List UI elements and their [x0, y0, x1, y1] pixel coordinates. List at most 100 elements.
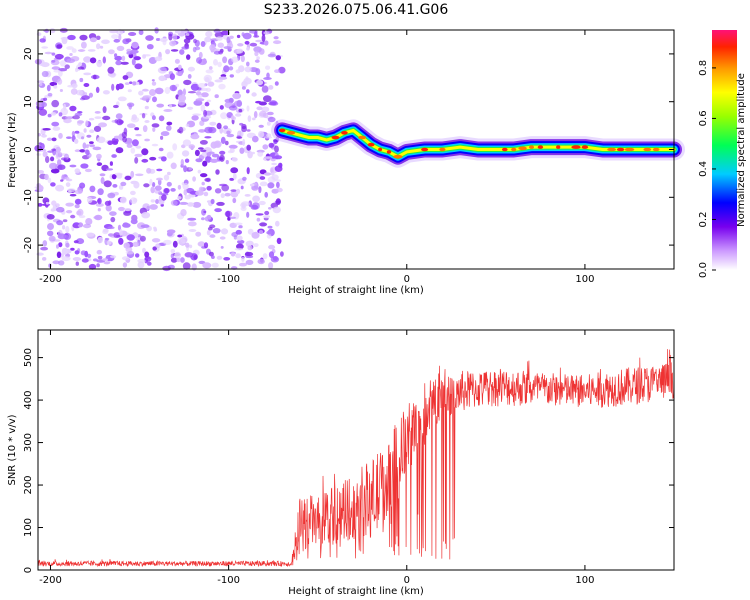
noise-blob [242, 138, 246, 147]
noise-blob [223, 65, 230, 73]
noise-blob [61, 256, 71, 262]
noise-blob [189, 244, 193, 249]
noise-blob [160, 156, 167, 162]
noise-blob [135, 173, 144, 177]
noise-blob [246, 105, 250, 112]
noise-blob [209, 234, 216, 238]
y-tick-label: 200 [23, 475, 34, 494]
noise-blob [157, 179, 162, 186]
noise-blob [56, 220, 64, 226]
spectrogram-noise-region [34, 27, 286, 272]
noise-blob [62, 225, 66, 230]
noise-blob [247, 228, 254, 235]
noise-blob [258, 124, 264, 128]
noise-blob [225, 160, 229, 165]
noise-blob [150, 186, 155, 194]
noise-blob [96, 60, 103, 68]
noise-blob [242, 176, 247, 181]
colorbar-ticks: 0.0 0.2 0.4 0.6 0.8 [698, 60, 716, 278]
noise-blob [92, 146, 102, 151]
noise-blob [256, 106, 263, 111]
noise-blob [129, 81, 133, 84]
noise-blob [118, 184, 124, 190]
noise-blob [230, 189, 237, 192]
noise-blob [223, 125, 229, 130]
noise-blob [223, 46, 232, 50]
noise-blob [70, 214, 76, 219]
noise-blob [232, 197, 237, 204]
noise-blob [151, 79, 155, 82]
noise-blob [102, 106, 107, 114]
noise-blob [195, 158, 203, 163]
noise-blob [57, 159, 62, 166]
noise-blob [74, 149, 81, 153]
noise-blob [56, 44, 63, 49]
noise-blob [88, 92, 93, 98]
noise-blob [137, 261, 145, 269]
noise-blob [179, 201, 189, 205]
noise-blob [164, 86, 171, 95]
noise-blob [151, 123, 160, 128]
x-tick-label: 100 [575, 274, 594, 285]
noise-blob [83, 128, 87, 133]
noise-blob [72, 257, 82, 261]
colorbar-tick-label: 0.6 [698, 110, 709, 126]
noise-blob [187, 91, 197, 94]
noise-blob [41, 70, 49, 78]
noise-blob [77, 66, 85, 70]
noise-blob [200, 173, 208, 178]
noise-blob [237, 239, 245, 244]
noise-blob [251, 92, 257, 97]
noise-blob [109, 211, 117, 217]
noise-blob [202, 160, 208, 167]
noise-blob [158, 147, 164, 152]
noise-blob [58, 242, 63, 248]
noise-blob [197, 83, 206, 88]
noise-blob [272, 206, 281, 214]
noise-blob [93, 125, 102, 132]
noise-blob [45, 201, 50, 205]
noise-blob [183, 165, 188, 173]
noise-blob [267, 182, 275, 189]
noise-blob [51, 121, 60, 127]
noise-blob [128, 32, 137, 36]
noise-blob [264, 191, 269, 198]
noise-blob [271, 174, 279, 181]
noise-blob [231, 157, 238, 162]
noise-blob [229, 74, 234, 78]
signal-hotspot [652, 147, 660, 152]
noise-blob [241, 125, 248, 133]
noise-blob [153, 226, 157, 230]
noise-blob [194, 149, 200, 157]
noise-blob [172, 143, 178, 151]
x-tick-label: -100 [217, 575, 240, 586]
noise-blob [200, 149, 207, 153]
noise-blob [93, 74, 97, 80]
noise-blob [172, 240, 178, 248]
noise-blob [263, 31, 270, 35]
noise-blob [141, 148, 149, 156]
noise-blob [180, 257, 185, 263]
signal-hotspot [386, 150, 392, 154]
noise-blob [134, 127, 140, 131]
noise-blob [232, 173, 237, 180]
noise-blob [51, 52, 56, 56]
noise-blob [219, 236, 226, 240]
noise-blob [174, 251, 182, 259]
snr-series-line [37, 349, 675, 568]
noise-blob [170, 257, 178, 263]
noise-blob [201, 92, 209, 98]
noise-blob [95, 203, 104, 207]
noise-blob [229, 177, 235, 181]
noise-blob [202, 262, 212, 269]
noise-blob [97, 199, 101, 203]
noise-blob [55, 146, 61, 153]
noise-blob [44, 173, 49, 181]
noise-blob [268, 207, 272, 210]
noise-blob [187, 106, 194, 110]
noise-blob [239, 262, 247, 267]
noise-blob [77, 120, 84, 124]
noise-blob [85, 149, 90, 156]
noise-blob [109, 74, 116, 78]
noise-blob [262, 144, 269, 150]
